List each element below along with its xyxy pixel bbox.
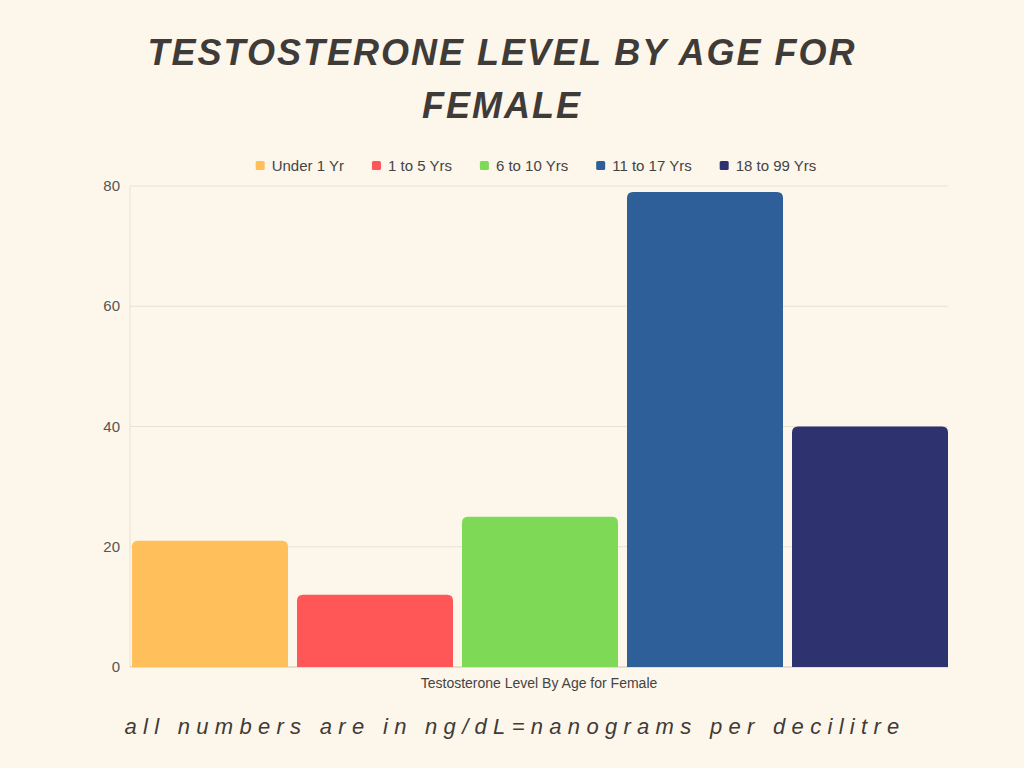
legend-label: 11 to 17 Yrs: [612, 157, 692, 174]
legend-label: 18 to 99 Yrs: [736, 157, 817, 174]
y-tick-label: 80: [103, 177, 120, 194]
bar: [462, 517, 618, 667]
legend-label: 1 to 5 Yrs: [388, 157, 452, 174]
bar: [132, 541, 288, 667]
background: [0, 0, 1024, 768]
chart: TESTOSTERONE LEVEL BY AGE FOR FEMALE 0 20 40…: [0, 0, 1024, 768]
y-tick-label: 40: [103, 418, 120, 435]
legend-swatch: [596, 161, 605, 170]
bar: [792, 427, 948, 668]
title: TESTOSTERONE LEVEL BY AGE FOR: [148, 32, 857, 73]
y-tick-label: 20: [103, 538, 120, 555]
annotation: all numbers are in ng/dL=nanograms per d…: [124, 714, 905, 739]
grid: [130, 186, 948, 667]
legend-swatch: [256, 161, 265, 170]
bars: [132, 192, 948, 667]
x-tick-label: Testosterone Level By Age for Female: [421, 675, 658, 691]
legend-label: Under 1 Yr: [272, 157, 344, 174]
grid-line: [130, 186, 948, 187]
axis-line: [130, 186, 131, 667]
y-tick-label: 60: [103, 297, 120, 314]
legend-swatch: [480, 161, 489, 170]
grid-line: [130, 306, 948, 307]
legend-label: 6 to 10 Yrs: [496, 157, 568, 174]
y-tick-label: 0: [112, 658, 120, 675]
bar: [627, 192, 783, 667]
bar: [297, 595, 453, 667]
legend-swatch: [372, 161, 381, 170]
legend: Under 1 Yr 1 to 5 Yrs 6 to 10 Yrs 11 to 17 …: [256, 157, 817, 174]
title: FEMALE: [422, 85, 582, 126]
legend-swatch: [720, 161, 729, 170]
